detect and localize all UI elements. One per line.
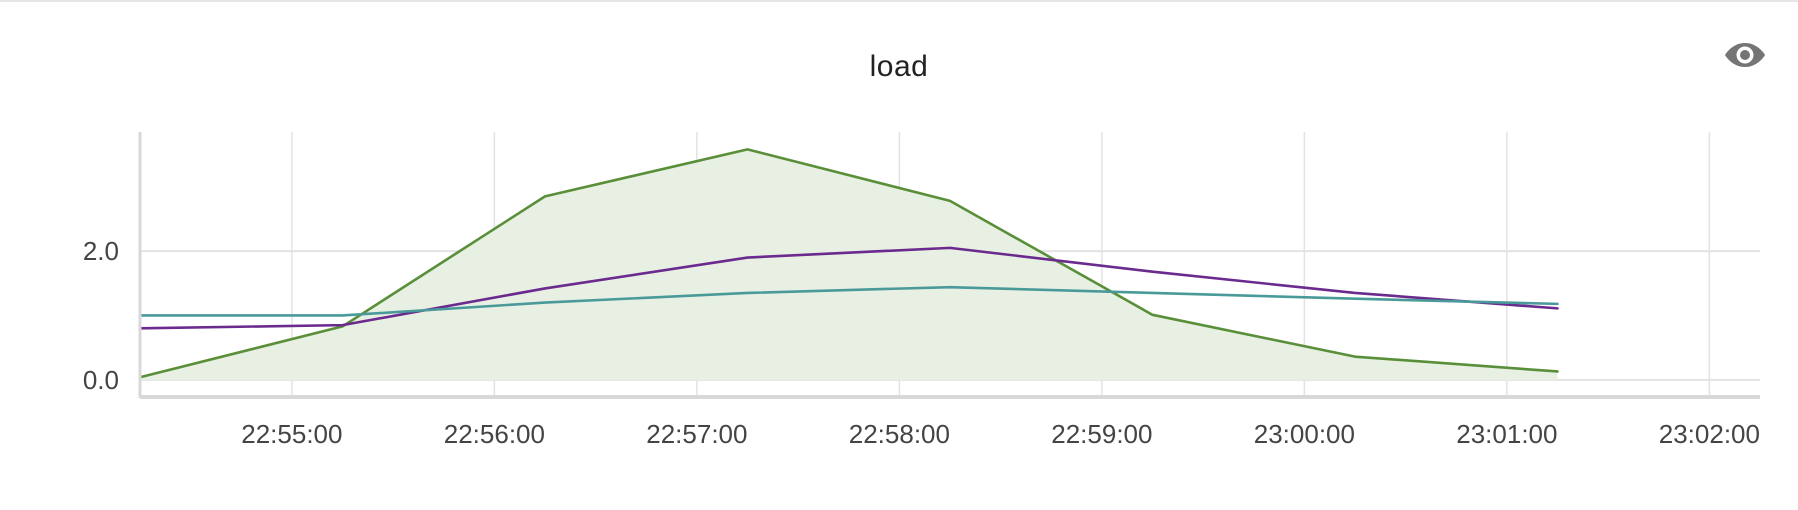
y-tick-labels: 0.0 2.0 (83, 236, 119, 395)
visibility-toggle-button[interactable] (1724, 38, 1766, 72)
series-line-2 (138, 285, 1559, 317)
axes (138, 132, 1760, 399)
x-tick-labels: 22:55:00 22:56:00 22:57:00 22:58:00 22:59:00… (241, 419, 1760, 449)
chart-title: load (869, 50, 929, 83)
x-tick-label: 23:01:00 (1456, 419, 1557, 449)
series-line-1 (138, 246, 1559, 330)
area-fills (140, 149, 1558, 380)
x-tick-label: 22:59:00 (1051, 419, 1152, 449)
series-line-0 (138, 148, 1559, 379)
series-area-0 (140, 149, 1558, 380)
x-tick-label: 23:02:00 (1659, 419, 1760, 449)
x-tick-label: 22:58:00 (849, 419, 950, 449)
eye-icon (1725, 43, 1765, 67)
x-tick-label: 23:00:00 (1254, 419, 1355, 449)
x-tick-label: 22:57:00 (646, 419, 747, 449)
series-lines (138, 148, 1559, 379)
y-tick-label: 2.0 (83, 236, 119, 266)
y-tick-label: 0.0 (83, 365, 119, 395)
x-tick-label: 22:56:00 (444, 419, 545, 449)
x-tick-label: 22:55:00 (241, 419, 342, 449)
